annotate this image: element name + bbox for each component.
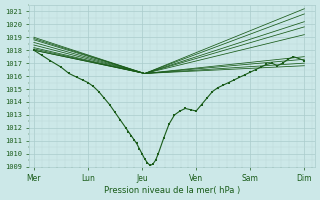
X-axis label: Pression niveau de la mer( hPa ): Pression niveau de la mer( hPa ) — [104, 186, 240, 195]
